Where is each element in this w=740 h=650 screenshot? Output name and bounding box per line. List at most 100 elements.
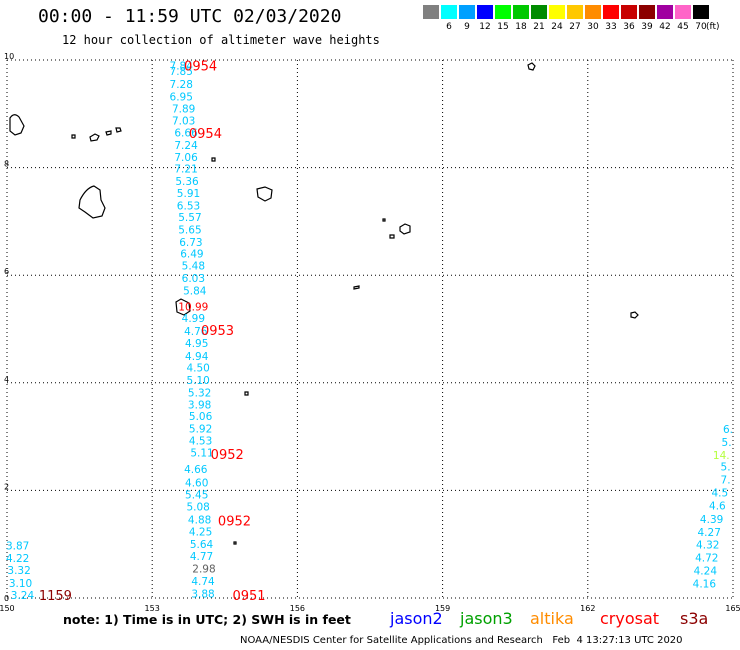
legend-unit: (ft) <box>706 22 720 32</box>
legend-swatch <box>639 5 655 19</box>
wave-height-value: 6. <box>723 424 733 436</box>
wave-height-value: 5.57 <box>178 212 201 224</box>
wave-height-value: 7.21 <box>174 164 197 176</box>
wave-height-value: 5.65 <box>178 224 201 236</box>
island-shape <box>78 185 106 219</box>
legend-swatch <box>423 5 439 19</box>
wave-height-value: 4.77 <box>190 551 213 563</box>
wave-height-value: 4.76 <box>184 326 208 338</box>
legend-swatch <box>675 5 691 19</box>
pass-time-label: 1159 <box>39 589 72 604</box>
wave-height-value: 4.88 <box>188 514 211 526</box>
legend-label: 27 <box>569 22 581 32</box>
legend-swatch <box>531 5 547 19</box>
y-tick-label: 8 <box>4 160 9 169</box>
satellite-jason2: jason2 <box>390 609 443 628</box>
map-subtitle: 12 hour collection of altimeter wave hei… <box>62 33 380 47</box>
x-tick-label: 150 <box>0 604 15 613</box>
legend-label: 12 <box>479 22 491 32</box>
x-tick-label: 162 <box>580 604 595 613</box>
wave-height-value: 6.66 <box>174 128 198 140</box>
wave-height-value: 5.45 <box>185 490 208 502</box>
wave-height-value: 4.5 <box>711 488 728 500</box>
wave-height-value: 4.25 <box>189 526 212 538</box>
wave-height-value: 3.88 <box>191 589 214 601</box>
x-tick-label: 153 <box>145 604 160 613</box>
pass-time-label: 0954 <box>189 127 222 142</box>
wave-height-value: 5.84 <box>183 285 207 297</box>
legend-label: 39 <box>641 22 653 32</box>
pass-time-label: 0953 <box>201 324 234 339</box>
wave-height-value: 6.53 <box>177 200 200 212</box>
wave-height-value: 14. <box>713 450 730 462</box>
satellite-jason3: jason3 <box>460 609 513 628</box>
footer-note: note: 1) Time is in UTC; 2) SWH is in fe… <box>63 612 351 627</box>
wave-height-value: 2.98 <box>192 563 215 575</box>
legend-label: 24 <box>551 22 563 32</box>
legend-label: 70 <box>695 22 707 32</box>
wave-height-value: 5.92 <box>189 424 212 436</box>
wave-height-value: 4.32 <box>696 540 719 552</box>
island-shape <box>527 62 536 71</box>
wave-height-value: 5.08 <box>186 502 209 514</box>
wave-height-value: 7.06 <box>174 152 198 164</box>
legend-swatch <box>585 5 601 19</box>
wave-height-value: 5. <box>722 437 732 449</box>
legend-label: 45 <box>677 22 689 32</box>
wave-height-value: 6.49 <box>180 249 203 261</box>
island-shape <box>353 285 360 290</box>
legend-swatch <box>621 5 637 19</box>
wave-height-value: 3.24 <box>11 590 35 602</box>
wave-height-value: 5. <box>721 462 731 474</box>
pass-time-label: 0951 <box>232 589 265 604</box>
island-shape <box>105 130 112 136</box>
legend-label: 9 <box>464 22 470 32</box>
legend-swatch <box>603 5 619 19</box>
legend-label: 36 <box>623 22 635 32</box>
legend-swatch <box>513 5 529 19</box>
island-shape <box>389 234 395 239</box>
legend-label: 21 <box>533 22 545 32</box>
wave-height-value: 5.10 <box>186 375 209 387</box>
wave-height-value: 10.99 <box>178 301 208 313</box>
wave-height-value: 4.27 <box>698 527 721 539</box>
wave-height-value: 3.87 <box>6 540 29 552</box>
legend-label: 6 <box>446 22 452 32</box>
wave-height-value: 4.66 <box>184 464 208 476</box>
legend-swatch <box>693 5 709 19</box>
wave-height-value: 4.53 <box>189 435 212 447</box>
legend-swatch <box>477 5 493 19</box>
wave-height-value: 7.24 <box>174 140 198 152</box>
legend-swatch <box>441 5 457 19</box>
wave-height-value: 3.98 <box>188 399 211 411</box>
footer-credit: NOAA/NESDIS Center for Satellite Applica… <box>240 635 683 646</box>
wave-height-value: 5.64 <box>190 539 214 551</box>
wave-height-value: 4.60 <box>185 477 208 489</box>
island-shape <box>630 311 639 319</box>
island-shape <box>115 127 122 133</box>
wave-height-value: 4.95 <box>185 338 208 350</box>
wave-height-value: 4.16 <box>693 578 717 590</box>
x-tick-label: 159 <box>435 604 450 613</box>
satellite-cryosat: cryosat <box>600 609 660 628</box>
wave-height-value: 7.89 <box>172 103 195 115</box>
wave-height-value: 4.24 <box>694 566 718 578</box>
wave-height-value: 5.11 <box>190 448 213 460</box>
x-tick-label: 165 <box>725 604 740 613</box>
island-shape <box>89 133 100 142</box>
pass-time-label: 0952 <box>218 515 251 530</box>
y-tick-label: 6 <box>4 267 9 276</box>
legend-swatch <box>657 5 673 19</box>
island-shape <box>244 391 249 396</box>
wave-height-value: 4.99 <box>182 313 205 325</box>
legend-swatch <box>567 5 583 19</box>
legend-swatch <box>549 5 565 19</box>
legend-label: 15 <box>497 22 509 32</box>
legend-label: 30 <box>587 22 599 32</box>
wave-height-value: 7.84 <box>170 60 194 72</box>
x-tick-label: 156 <box>290 604 305 613</box>
wave-height-value: 7.85 <box>170 66 193 78</box>
legend-label: 33 <box>605 22 617 32</box>
legend-swatch <box>459 5 475 19</box>
